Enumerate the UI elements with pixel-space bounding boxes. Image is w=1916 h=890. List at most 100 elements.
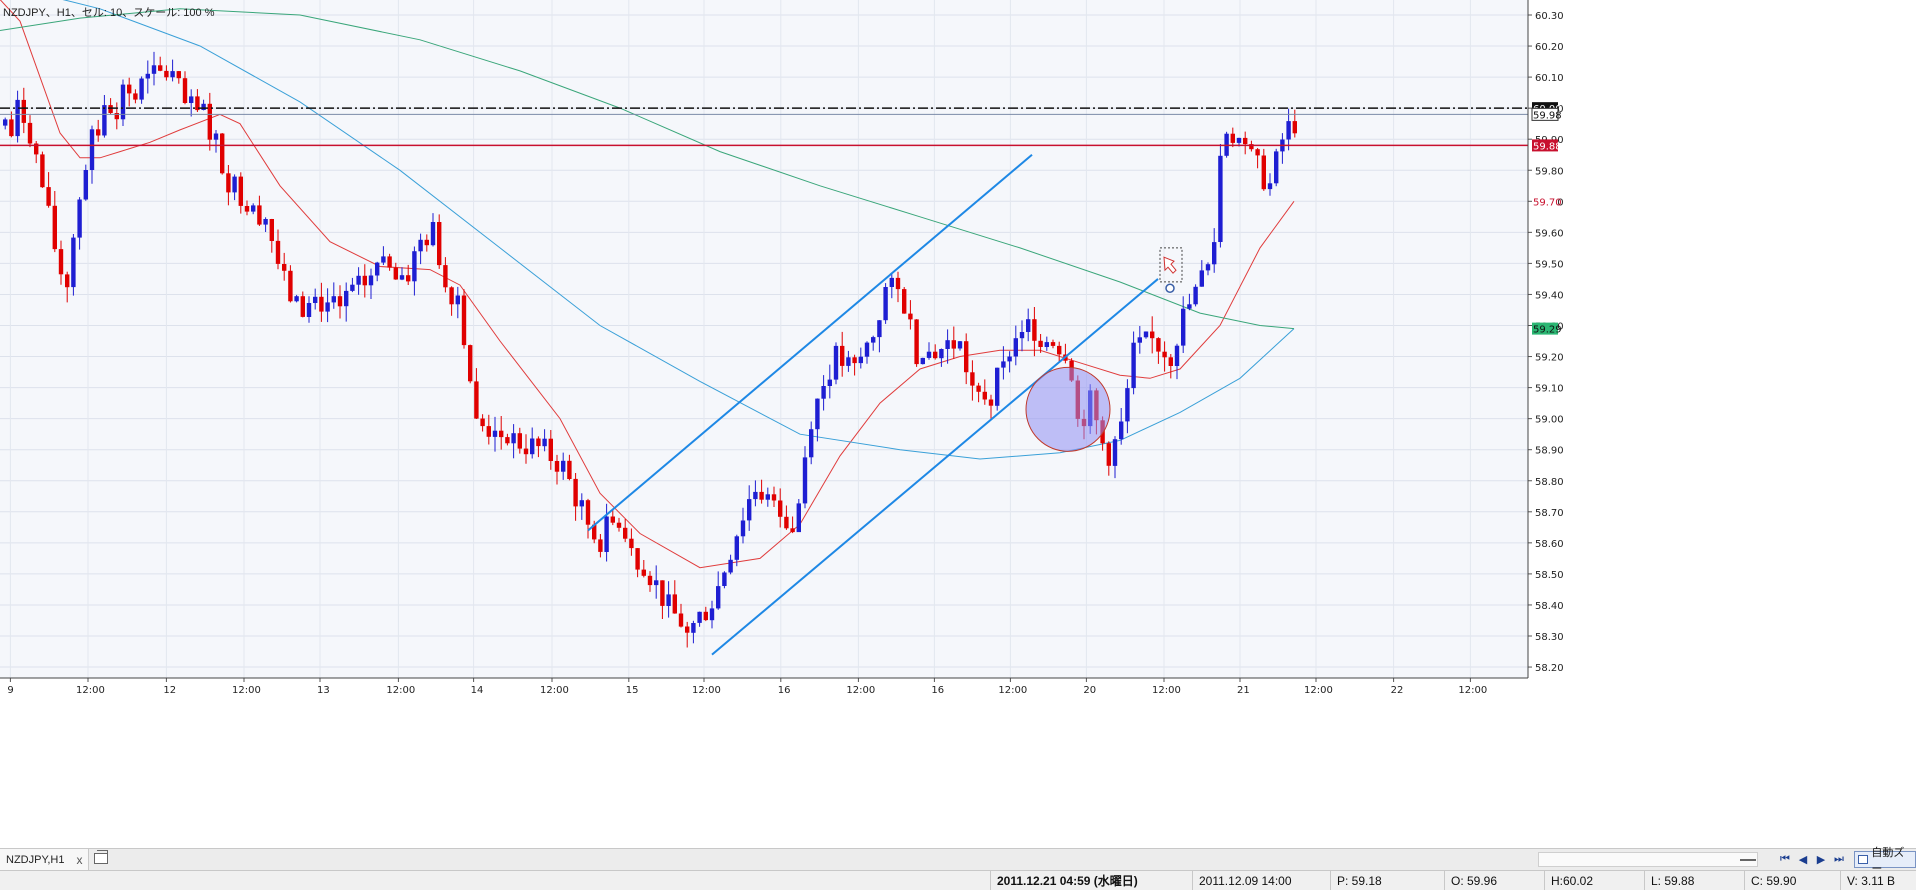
price-axis-label: 60.30 (1535, 11, 1564, 22)
candle-bear (1038, 340, 1043, 347)
candle-bear (523, 448, 529, 455)
chart-tab-strip: NZDJPY,H1 x ⏮ ◀ ▶ ⏭ 自動ズー (0, 847, 1916, 875)
candle-bull (331, 296, 336, 303)
candle-bull (1007, 356, 1012, 362)
tab-nzdjpy-h1[interactable]: NZDJPY,H1 x (0, 849, 90, 870)
candle-bull (77, 199, 82, 238)
status-server-time: 2011.12.21 04:59 (水曜日) (990, 871, 1192, 890)
scrollbar-thumb[interactable] (1740, 859, 1756, 861)
price-tag-label: 59.70 (1533, 197, 1562, 208)
candle-bull (344, 290, 349, 307)
candle-bear (771, 494, 777, 501)
candle-bull (833, 345, 839, 380)
candle-bear (635, 548, 640, 570)
scroll-first-button[interactable]: ⏮ (1780, 853, 1790, 865)
candle-bear (158, 65, 163, 71)
price-axis-label: 58.60 (1535, 539, 1564, 550)
candle-bear (27, 122, 33, 144)
price-axis-label: 59.40 (1535, 290, 1564, 301)
candle-bear (852, 357, 857, 364)
candle-bear (176, 71, 181, 79)
scroll-next-button[interactable]: ▶ (1816, 854, 1826, 866)
candle-bear (127, 84, 132, 94)
candle-bear (623, 527, 628, 539)
candle-bull (827, 379, 832, 386)
candle-bull (666, 594, 671, 606)
candle-bull (877, 320, 882, 338)
candle-bear (282, 264, 287, 271)
candle-bull (858, 356, 863, 364)
candle-bear (647, 575, 653, 586)
candle-bull (1131, 342, 1136, 389)
chart-window[interactable]: 60.3060.2060.1060.0059.9059.8059.7059.60… (0, 0, 1916, 848)
candle-bear (988, 399, 994, 406)
new-window-icon[interactable] (94, 850, 108, 864)
candle-bear (1255, 149, 1260, 156)
moving-average-line (0, 0, 1295, 569)
candle-bear (9, 119, 14, 137)
candle-bear (238, 176, 243, 206)
candle-bear (703, 611, 708, 621)
moving-average-line (0, 8, 1295, 330)
candle-bear (65, 274, 70, 288)
price-tag (1532, 322, 1558, 335)
candle-bear (195, 96, 200, 111)
candle-bear (337, 296, 343, 307)
candle-bear (592, 524, 597, 540)
candle-bear (244, 206, 250, 212)
price-axis-label: 59.50 (1535, 259, 1564, 270)
autoscroll-label: 自動ズー (1871, 846, 1905, 875)
time-axis-area (0, 678, 1528, 848)
candle-bull (325, 302, 330, 312)
candle-bear (685, 626, 690, 633)
price-tag-label: 59.98 (1533, 110, 1562, 121)
candle-bull (455, 295, 460, 305)
candle-bull (1193, 286, 1198, 305)
time-axis-label: 12 (163, 685, 176, 696)
scroll-prev-button[interactable]: ◀ (1798, 854, 1808, 866)
tab-close-button[interactable]: x (76, 852, 83, 867)
candle-bear (362, 275, 367, 286)
candle-bear (257, 205, 262, 225)
candle-bear (567, 460, 572, 479)
candle-bull (809, 429, 814, 458)
candle-bull (368, 275, 374, 286)
price-tag-label: 59.88 (1533, 141, 1562, 152)
candle-bear (1261, 155, 1266, 190)
price-axis-label: 58.20 (1535, 663, 1564, 674)
autoscroll-toggle[interactable]: 自動ズー (1854, 847, 1916, 875)
candle-bear (1249, 144, 1254, 150)
price-tag (1531, 107, 1559, 121)
candle-bull (709, 608, 715, 621)
time-axis-label: 20 (1083, 685, 1096, 696)
candle-bull (511, 433, 516, 444)
candle-bull (1019, 332, 1025, 339)
candle-bull (1199, 270, 1204, 287)
candle-bull (1174, 345, 1180, 366)
horizontal-scrollbar[interactable] (1538, 852, 1758, 867)
candle-bull (542, 438, 547, 447)
candle-bear (976, 385, 981, 392)
candle-bull (15, 99, 20, 137)
price-axis-label: 58.90 (1535, 446, 1564, 457)
candle-bear (610, 516, 615, 523)
candle-bull (375, 262, 380, 276)
candle-bull (1212, 242, 1217, 265)
price-chart[interactable]: 60.3060.2060.1060.0059.9059.8059.7059.60… (0, 0, 1916, 848)
candle-bear (554, 461, 560, 472)
candle-bull (604, 516, 609, 552)
candle-bull (418, 239, 423, 252)
status-volume: V: 3.11 B (1840, 871, 1916, 890)
candle-bear (1230, 133, 1235, 143)
candle-bear (34, 143, 39, 155)
candle-bull (1013, 338, 1018, 357)
candle-bear (1150, 331, 1155, 339)
candle-bull (381, 256, 386, 263)
candle-bear (914, 319, 919, 365)
scroll-last-button[interactable]: ⏭ (1834, 853, 1844, 865)
candle-bear (220, 133, 225, 174)
candle-bull (716, 586, 721, 609)
candle-bull (728, 559, 733, 573)
time-axis-label: 12:00 (386, 685, 415, 696)
candle-bear (1243, 137, 1248, 145)
